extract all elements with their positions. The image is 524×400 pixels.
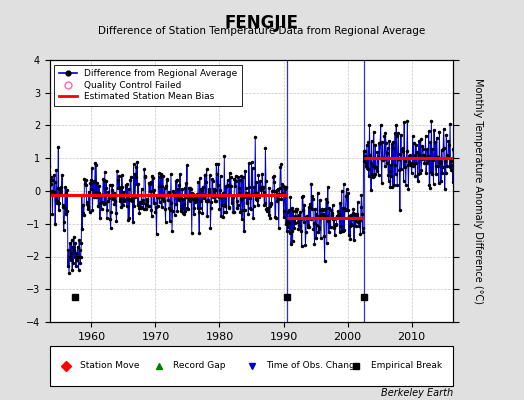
Text: FENGJIE: FENGJIE — [225, 14, 299, 32]
Text: Station Move: Station Move — [80, 362, 139, 370]
Text: Time of Obs. Change: Time of Obs. Change — [266, 362, 360, 370]
Text: Empirical Break: Empirical Break — [370, 362, 442, 370]
Legend: Difference from Regional Average, Quality Control Failed, Estimated Station Mean: Difference from Regional Average, Qualit… — [54, 64, 242, 106]
Text: Berkeley Earth: Berkeley Earth — [381, 388, 453, 398]
FancyBboxPatch shape — [50, 346, 453, 386]
Text: Difference of Station Temperature Data from Regional Average: Difference of Station Temperature Data f… — [99, 26, 425, 36]
Y-axis label: Monthly Temperature Anomaly Difference (°C): Monthly Temperature Anomaly Difference (… — [473, 78, 483, 304]
Text: Record Gap: Record Gap — [173, 362, 225, 370]
